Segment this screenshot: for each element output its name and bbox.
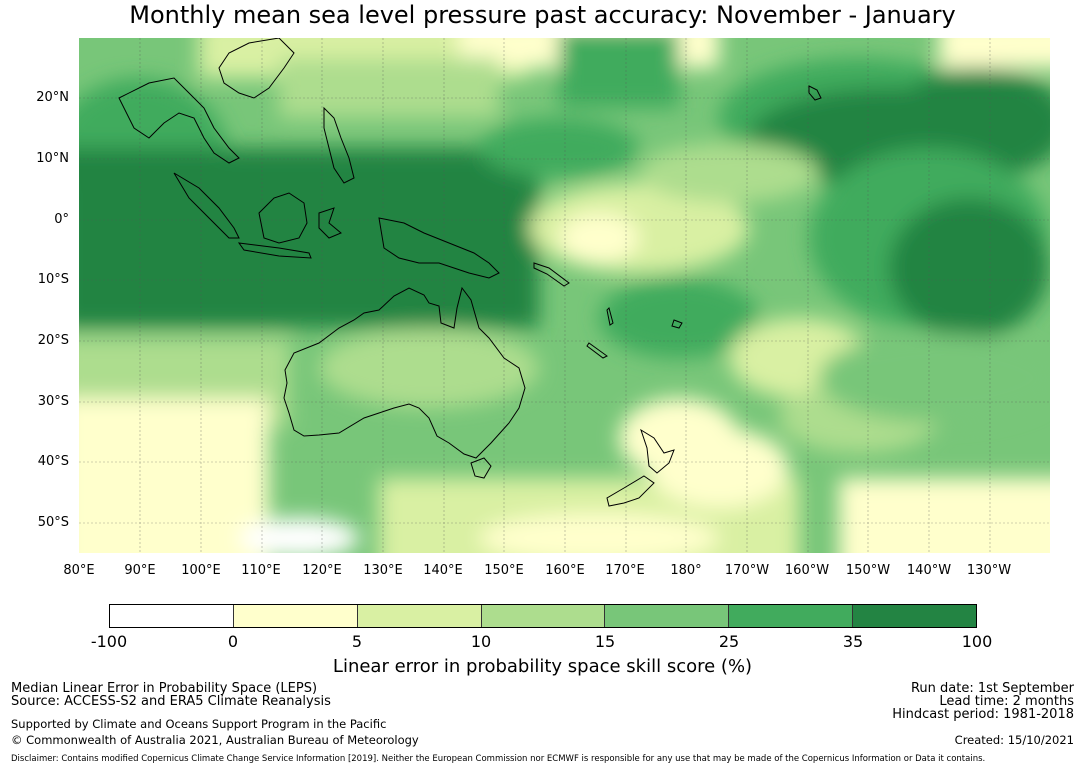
solomon-coast [533,262,570,287]
lon-label: 140°W [906,563,952,578]
method-text: Median Linear Error in Probability Space… [11,681,318,696]
colorbar-segment [481,605,606,627]
colorbar-segment [853,605,977,627]
lon-label: 170°W [724,563,770,578]
australia-coast [283,286,526,459]
lon-label: 90°E [124,563,156,578]
skill-map-svg [79,38,1050,553]
run-date-text: Run date: 1st September [910,681,1074,696]
new-caledonia-coast [586,342,608,359]
lat-label: 20°N [36,90,69,105]
lat-label: 40°S [37,454,69,469]
lat-label: 30°S [37,394,69,409]
hawaii-coast [808,85,822,101]
skill-field [79,38,1050,553]
borneo-coast [258,192,308,244]
new-zealand-north [640,428,675,474]
lat-label: 10°N [36,151,69,166]
new-guinea-coast [378,217,500,279]
skill-map [79,38,1050,553]
colorbar-tick: -100 [90,632,128,651]
colorbar-tick: 15 [594,632,616,651]
lon-label: 130°E [363,563,403,578]
philippines-coast [323,106,355,184]
map-title: Monthly mean sea level pressure past acc… [129,1,956,29]
lat-label: 20°S [37,333,69,348]
hindcast-text: Hindcast period: 1981-2018 [892,707,1074,722]
tasmania-coast [470,457,492,479]
lon-label: 100°E [181,563,221,578]
lat-label: 10°S [37,272,69,287]
copyright-text: © Commonwealth of Australia 2021, Austra… [11,733,419,747]
lon-label: 130°W [966,563,1012,578]
sulawesi-coast [318,207,342,239]
lon-label: 80°E [63,563,95,578]
lon-label: 160°W [784,563,830,578]
lon-label: 150°W [845,563,891,578]
china-coast [218,38,295,99]
lon-label: 150°E [484,563,524,578]
lon-label: 180° [670,563,702,578]
colorbar-segment [729,605,854,627]
colorbar-segment [233,605,358,627]
new-zealand-south [606,475,655,507]
lon-label: 170°E [605,563,645,578]
colorbar [109,604,977,628]
colorbar-tick: 25 [718,632,740,651]
disclaimer-text: Disclaimer: Contains modified Copernicus… [11,754,986,764]
colorbar-tick: 10 [470,632,492,651]
colorbar-segment [357,605,482,627]
lat-label: 0° [54,212,69,227]
created-text: Created: 15/10/2021 [954,733,1074,747]
lon-label: 140°E [423,563,463,578]
lat-label: 50°S [37,515,69,530]
lon-label: 110°E [241,563,281,578]
vanuatu-coast [606,307,614,326]
lon-label: 160°E [545,563,585,578]
colorbar-tick: 35 [842,632,864,651]
colorbar-segment [110,605,234,627]
java-coast [237,242,312,259]
sumatra-coast [173,172,240,239]
colorbar-tick: 100 [961,632,993,651]
coastlines [118,38,822,507]
indochina-coast [118,77,240,164]
colorbar-segment [605,605,730,627]
colorbar-tick: 5 [351,632,363,651]
fiji-coast [671,319,683,329]
lead-time-text: Lead time: 2 months [939,694,1074,709]
support-text: Supported by Climate and Oceans Support … [11,717,387,731]
colorbar-tick: 0 [227,632,239,651]
source-text: Source: ACCESS-S2 and ERA5 Climate Reana… [11,694,331,709]
graticule [79,38,1050,553]
lon-label: 120°E [302,563,342,578]
colorbar-label: Linear error in probability space skill … [332,656,753,677]
